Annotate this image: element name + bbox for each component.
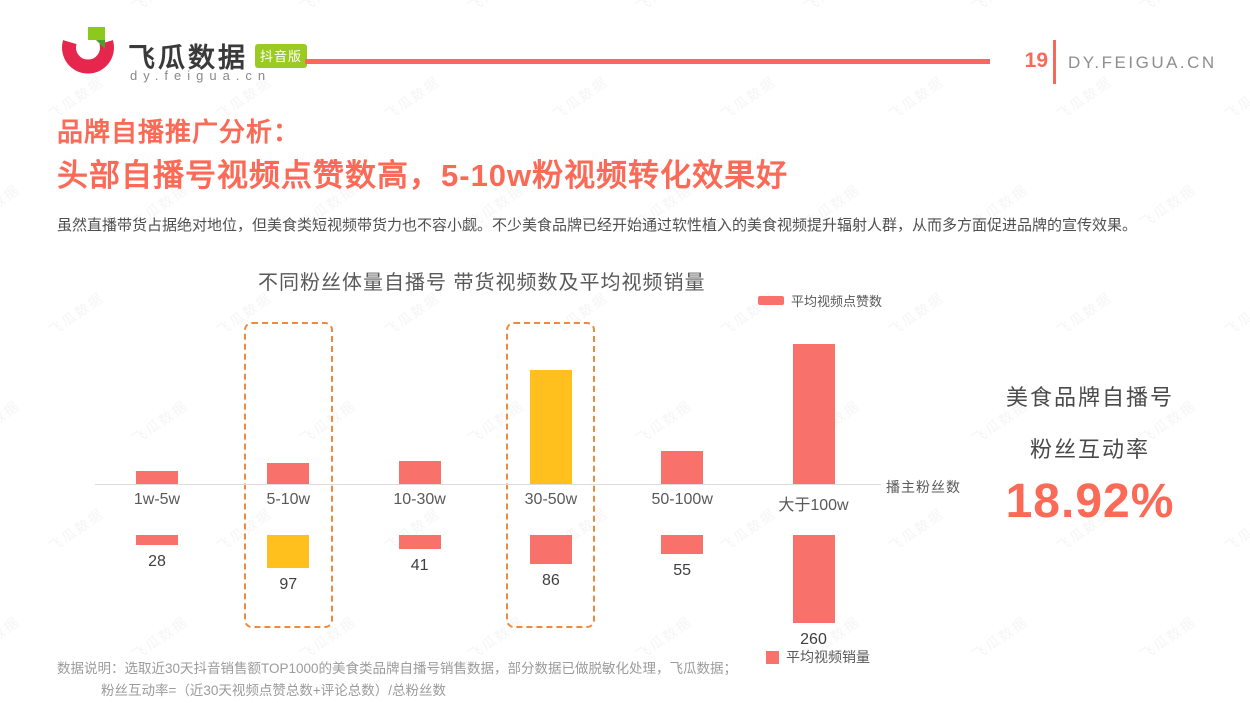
brand-version-badge: 抖音版 xyxy=(255,43,308,68)
footnote: 数据说明：选取近30天抖音销售额TOP1000的美食类品牌自播号销售数据，部分数… xyxy=(57,658,737,702)
brand-watermark: 飞瓜数据 xyxy=(800,0,864,17)
x-axis-label: 播主粉丝数 xyxy=(886,479,961,495)
feigua-logo-icon xyxy=(62,27,114,74)
legend-sales-swatch xyxy=(766,650,779,664)
sales-bar-30-50w xyxy=(529,535,572,564)
sales-bar-1w-5w xyxy=(136,535,178,545)
footnote-line1: 数据说明：选取近30天抖音销售额TOP1000的美食类品牌自播号销售数据，部分数… xyxy=(57,661,738,676)
brand-watermark: 飞瓜数据 xyxy=(0,0,24,17)
page-number: 19 xyxy=(1024,49,1048,72)
intro-paragraph: 虽然直播带货占据绝对地位，但美食类短视频带货力也不容小觑。不少美食品牌已经开始通… xyxy=(57,217,1138,234)
sales-bar-10-30w xyxy=(398,535,441,549)
brand-watermark: 飞瓜数据 xyxy=(717,73,779,123)
legend-likes-label: 平均视频点赞数 xyxy=(791,294,883,309)
brand-watermark: 飞瓜数据 xyxy=(1137,613,1199,663)
brand-watermark: 飞瓜数据 xyxy=(129,613,191,663)
brand-domain: dy.feigua.cn xyxy=(130,68,272,83)
sales-bar-50-100w xyxy=(661,535,704,554)
likes-bar-5-10w xyxy=(267,463,310,484)
stat-title-line1: 美食品牌自播号 xyxy=(1005,385,1174,410)
brand-watermark: 飞瓜数据 xyxy=(968,0,1032,17)
brand-watermark: 飞瓜数据 xyxy=(1221,505,1250,555)
x-axis-line xyxy=(95,484,881,485)
legend-sales-label: 平均视频销量 xyxy=(786,649,870,665)
brand-watermark: 飞瓜数据 xyxy=(549,73,611,123)
category-label-大于100w: 大于100w xyxy=(778,497,849,514)
brand-watermark: 飞瓜数据 xyxy=(1136,0,1200,17)
brand-watermark: 飞瓜数据 xyxy=(1221,289,1250,339)
brand-watermark: 飞瓜数据 xyxy=(885,289,947,339)
sales-bar-大于100w xyxy=(792,535,835,623)
brand-watermark: 飞瓜数据 xyxy=(1053,73,1115,123)
category-label-1w-5w: 1w-5w xyxy=(133,491,181,508)
brand-watermark: 飞瓜数据 xyxy=(128,0,192,17)
sales-value-50-100w: 55 xyxy=(673,562,692,579)
sales-value-1w-5w: 28 xyxy=(148,553,166,570)
brand-watermark: 飞瓜数据 xyxy=(885,505,947,555)
brand-watermark: 飞瓜数据 xyxy=(1221,73,1250,123)
brand-watermark: 飞瓜数据 xyxy=(296,0,360,17)
sales-value-大于100w: 260 xyxy=(800,631,827,648)
footnote-line2: 粉丝互动率=（近30天视频点赞总数+评论总数）/总粉丝数 xyxy=(101,683,447,698)
page-title: 头部自播号视频点赞数高，5-10w粉视频转化效果好 xyxy=(57,158,789,193)
brand-watermark: 飞瓜数据 xyxy=(0,181,23,231)
category-label-5-10w: 5-10w xyxy=(266,491,311,508)
highlight-box-30-50w xyxy=(506,322,596,628)
sales-bar-5-10w xyxy=(267,535,310,568)
legend-sales: 平均视频销量 xyxy=(766,647,870,667)
brand-watermark: 飞瓜数据 xyxy=(45,289,107,339)
brand-name: 飞瓜数据 xyxy=(128,43,248,73)
brand-watermark: 飞瓜数据 xyxy=(381,73,443,123)
category-label-10-30w: 10-30w xyxy=(393,491,446,508)
chart-title: 不同粉丝体量自播号 带货视频数及平均视频销量 xyxy=(258,272,706,294)
brand-watermark: 飞瓜数据 xyxy=(1053,289,1115,339)
brand-watermark: 飞瓜数据 xyxy=(633,613,695,663)
brand-watermark: 飞瓜数据 xyxy=(969,613,1031,663)
brand-watermark: 飞瓜数据 xyxy=(0,613,23,663)
header-accent-line xyxy=(305,59,990,64)
likes-bar-10-30w xyxy=(398,461,441,484)
sales-value-10-30w: 41 xyxy=(410,557,429,574)
stat-title-line2: 粉丝互动率 xyxy=(1029,437,1150,462)
category-label-30-50w: 30-50w xyxy=(524,491,578,508)
brand-watermark: 飞瓜数据 xyxy=(129,397,191,447)
page-number-divider xyxy=(1053,40,1056,84)
brand-watermark: 飞瓜数据 xyxy=(0,397,23,447)
brand-watermark: 飞瓜数据 xyxy=(45,505,107,555)
likes-bar-30-50w xyxy=(529,370,572,484)
brand-watermark: 飞瓜数据 xyxy=(632,0,696,17)
likes-bar-大于100w xyxy=(792,344,835,484)
category-label-50-100w: 50-100w xyxy=(651,491,713,508)
stat-block: 美食品牌自播号 粉丝互动率 18.92% xyxy=(980,380,1200,529)
stat-value: 18.92% xyxy=(1005,475,1175,528)
highlight-box-5-10w xyxy=(243,322,333,628)
legend-likes-swatch xyxy=(758,296,784,305)
likes-bar-1w-5w xyxy=(136,471,178,484)
brand-row: 飞瓜数据 抖音版 xyxy=(128,36,308,75)
section-title: 品牌自播推广分析： xyxy=(57,117,301,147)
legend-likes: 平均视频点赞数 xyxy=(758,291,882,310)
likes-bar-50-100w xyxy=(661,451,704,484)
sales-value-30-50w: 86 xyxy=(541,572,560,589)
brand-watermark: 飞瓜数据 xyxy=(633,397,695,447)
site-name: DY.FEIGUA.CN xyxy=(1068,53,1217,72)
brand-watermark: 飞瓜数据 xyxy=(381,289,443,339)
sales-value-5-10w: 97 xyxy=(279,576,298,593)
brand-watermark: 飞瓜数据 xyxy=(885,73,947,123)
brand-watermark: 飞瓜数据 xyxy=(464,0,528,17)
